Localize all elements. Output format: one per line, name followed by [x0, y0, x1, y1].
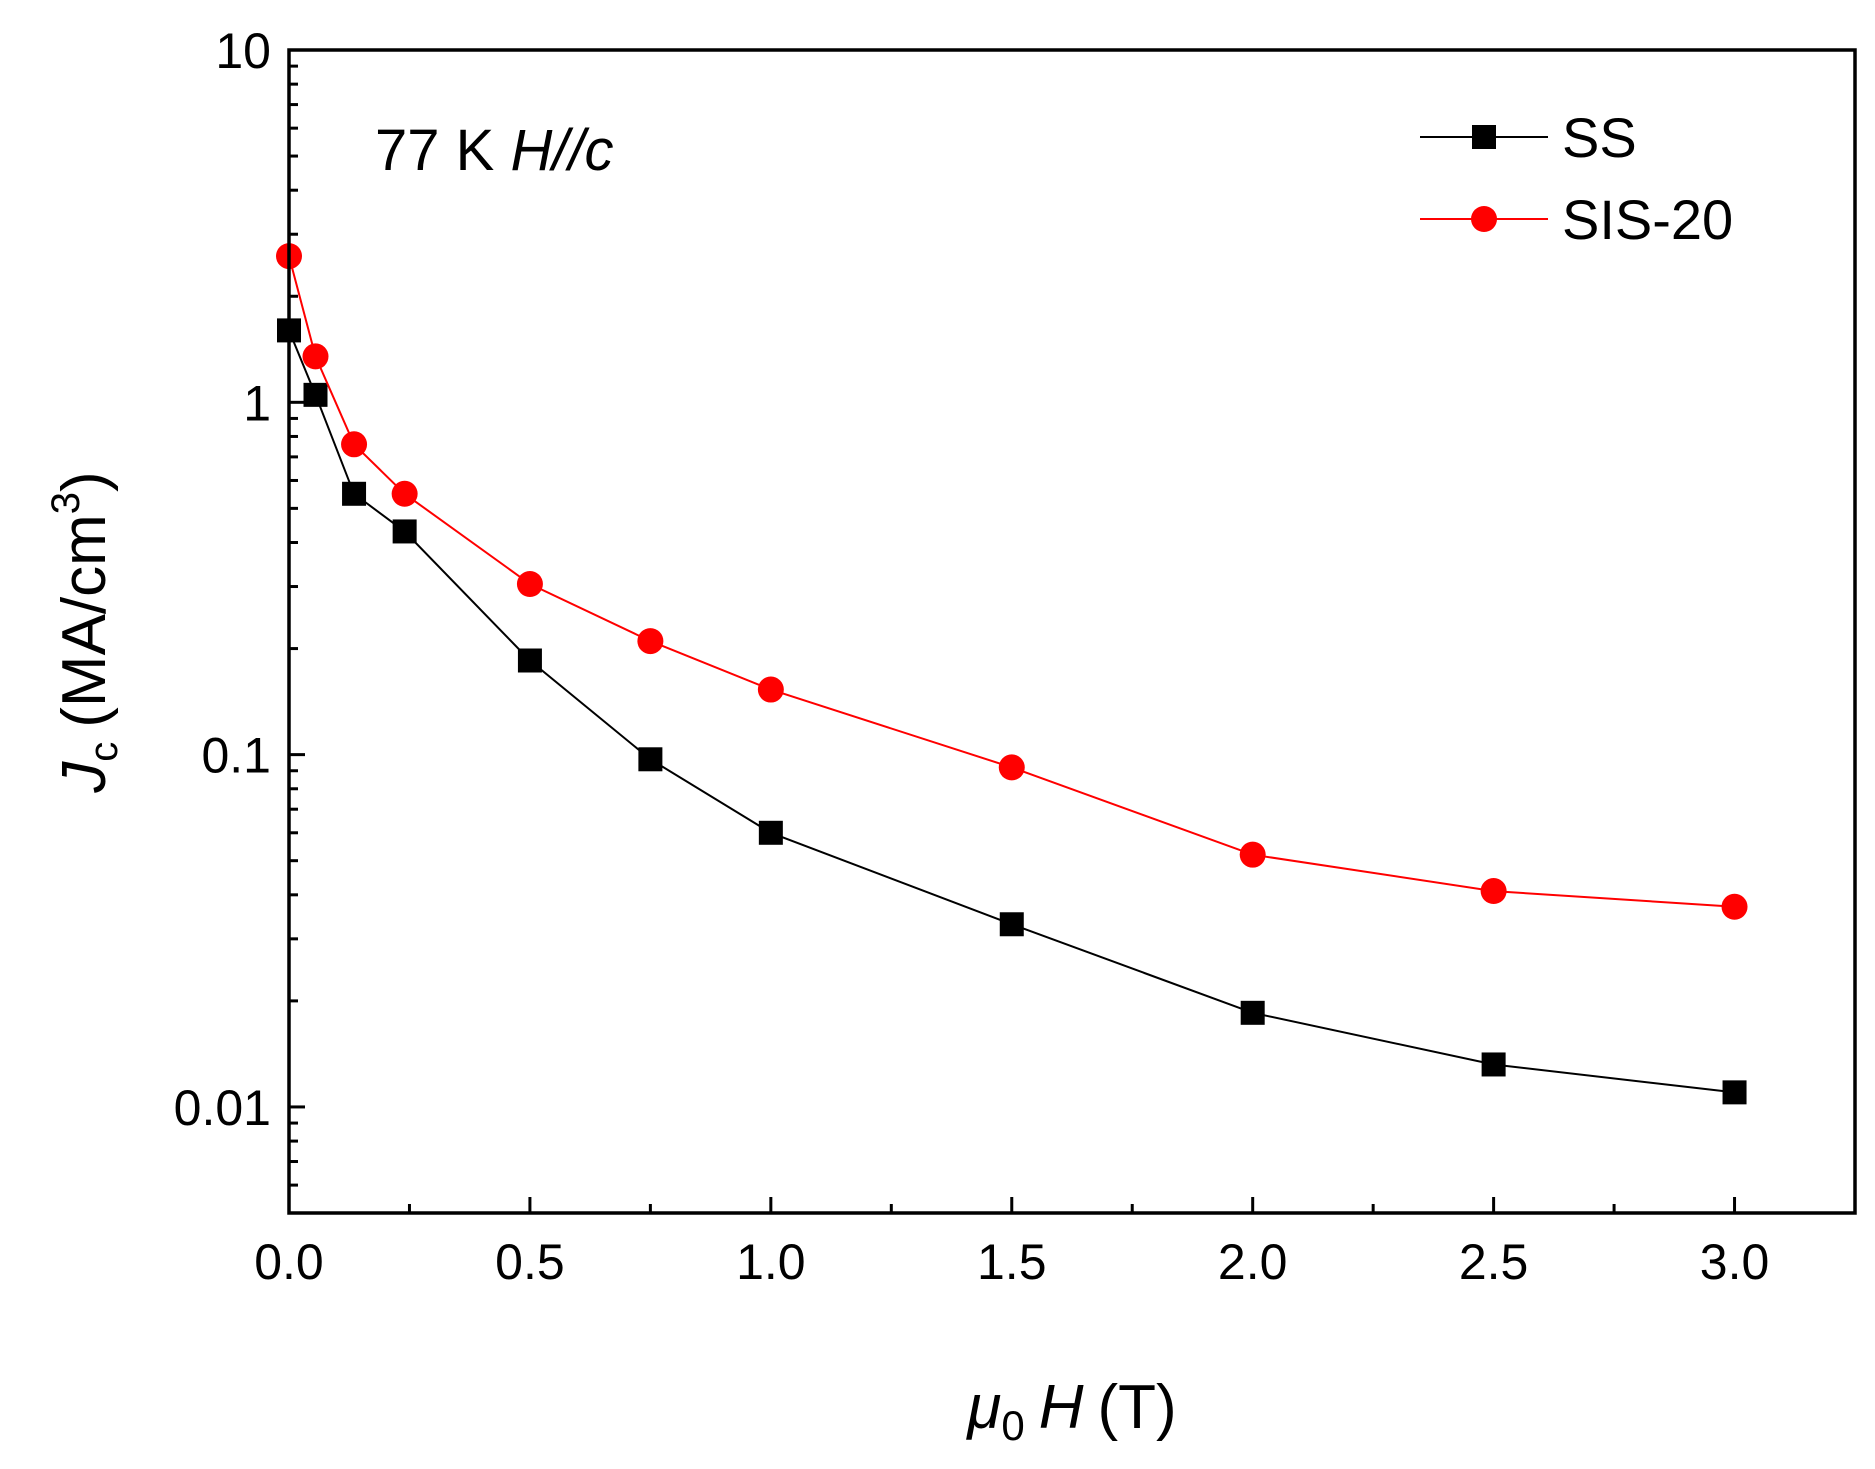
data-point-circle — [302, 343, 329, 370]
data-point-circle — [516, 571, 543, 598]
x-tick-label: 1.5 — [977, 1234, 1047, 1290]
x-axis-title-unit: (T) — [1097, 1373, 1176, 1442]
x-tick-label: 2.0 — [1218, 1234, 1288, 1290]
data-point-square — [342, 481, 367, 506]
x-tick-label: 3.0 — [1700, 1234, 1770, 1290]
legend-item: SS — [1420, 106, 1637, 169]
data-point-square — [392, 519, 417, 544]
y-tick-label: 0.1 — [201, 728, 271, 784]
x-tick-label: 0.0 — [254, 1234, 324, 1290]
y-tick-label: 1 — [243, 375, 271, 431]
x-tick-label: 2.5 — [1459, 1234, 1529, 1290]
legend: SS SIS-20 — [1420, 106, 1733, 251]
plot-frame — [287, 48, 1857, 1215]
data-point-square — [517, 648, 542, 673]
data-point-circle — [637, 628, 664, 655]
series-line — [288, 255, 1735, 908]
y-axis-title-subscript: c — [82, 742, 126, 762]
annotation: 77 K H//c — [375, 118, 614, 183]
x-axis-title-symbol: μ — [965, 1373, 1001, 1442]
data-point-square — [999, 912, 1024, 937]
data-point-square — [1722, 1080, 1747, 1105]
data-point-circle — [391, 480, 418, 507]
annotation-field-orientation: H//c — [510, 118, 613, 183]
data-point-circle — [1721, 893, 1748, 920]
y-axis-title-var: J — [50, 761, 119, 794]
data-point-square — [758, 820, 783, 845]
data-point-square — [638, 747, 663, 772]
y-axis-title-superscript: 3 — [44, 492, 88, 514]
x-tick-label: 1.0 — [736, 1234, 806, 1290]
data-point-square — [1240, 1000, 1265, 1025]
series-sis-20 — [276, 243, 1748, 920]
data-point-circle — [341, 431, 368, 458]
series-line — [288, 330, 1735, 1094]
data-point-circle — [1480, 878, 1507, 905]
data-point-circle — [1239, 841, 1266, 868]
y-axis-title: Jc (MA/cm3) — [44, 471, 126, 793]
ticks-layer: 0.0 0.5 1.0 1.5 2.0 2.5 3.0 0.01 0.1 1 10 — [174, 23, 1770, 1290]
y-axis-title-unit: (MA/cm — [50, 514, 119, 728]
legend-item: SIS-20 — [1420, 188, 1733, 251]
legend-marker-square — [1472, 125, 1496, 149]
data-point-circle — [757, 676, 784, 703]
data-point-square — [1481, 1052, 1506, 1077]
series-layer — [276, 243, 1748, 1105]
y-axis-title-close: ) — [50, 471, 119, 492]
data-point-circle — [998, 754, 1025, 781]
y-tick-label: 10 — [215, 23, 271, 79]
legend-marker-circle — [1471, 206, 1497, 232]
legend-label: SS — [1562, 106, 1637, 169]
data-point-square — [303, 382, 328, 407]
x-axis-title-var: H — [1039, 1373, 1084, 1442]
legend-label: SIS-20 — [1562, 188, 1733, 251]
x-axis-title: μ0 H (T) — [965, 1373, 1176, 1449]
annotation-prefix: 77 K — [375, 118, 510, 183]
y-tick-label: 0.01 — [174, 1080, 271, 1136]
x-tick-label: 0.5 — [495, 1234, 565, 1290]
x-axis-title-subscript: 0 — [1001, 1402, 1024, 1449]
series-ss — [277, 318, 1747, 1105]
